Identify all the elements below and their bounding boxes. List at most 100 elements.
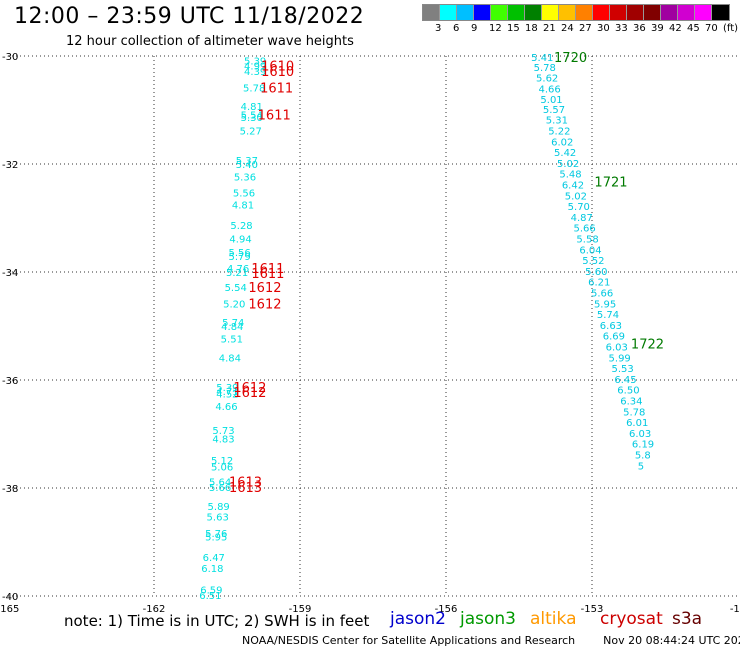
wave-height-value: 4.71 (216, 387, 238, 398)
wave-height-value: 5.53 (611, 364, 633, 375)
time-label: 1612 (248, 281, 281, 296)
wave-height-value: 6.51 (199, 591, 221, 602)
time-label: 1612 (233, 386, 266, 401)
wave-height-value: 5.31 (546, 116, 568, 127)
x-axis-label: -156 (435, 604, 458, 615)
wave-height-value: 5.30 (241, 113, 263, 124)
time-label: 1612 (248, 297, 281, 312)
wave-height-value: 5.78 (243, 83, 265, 94)
x-axis-label: -162 (143, 604, 166, 615)
x-axis-label: -165 (0, 604, 19, 615)
wave-height-value: 5.64 (209, 478, 231, 489)
wave-height-value: 5.40 (236, 160, 258, 171)
legend-swatch (423, 5, 440, 20)
wave-height-value: 5.60 (585, 267, 607, 278)
wave-height-value: 5.12 (211, 456, 233, 467)
legend-swatch (695, 5, 712, 20)
wave-height-value: 6.59 (200, 586, 222, 597)
legend-swatch (525, 5, 542, 20)
legend-swatch (576, 5, 593, 20)
legend-swatch (491, 5, 508, 20)
wave-height-value: 5.95 (205, 533, 227, 544)
credit-timestamp: Nov 20 08:44:24 UTC 2022 (603, 634, 740, 647)
wave-height-value: 5.28 (230, 221, 252, 232)
mission-altika: altika (530, 609, 577, 629)
wave-height-value: 5.66 (591, 289, 613, 300)
x-axis-label: -159 (289, 604, 312, 615)
legend-label: 15 (507, 23, 520, 34)
wave-height-value: 5.41 (531, 53, 553, 64)
wave-height-value: 4.81 (241, 102, 263, 113)
wave-height-value: 5.22 (548, 127, 570, 138)
wave-height-value: 5.54 (241, 110, 263, 121)
legend-swatch (644, 5, 661, 20)
legend-swatch (457, 5, 474, 20)
wave-height-value: 5.36 (234, 172, 256, 183)
legend-label: 39 (651, 23, 664, 34)
wave-height-value: 5.39 (244, 56, 266, 67)
legend-swatch (661, 5, 678, 20)
legend-swatches (422, 4, 730, 21)
map-title: 12:00 – 23:59 UTC 11/18/2022 (14, 4, 365, 29)
wave-height-value: 6.03 (629, 429, 651, 440)
time-label: 1611 (260, 81, 293, 96)
time-label: 1611 (251, 262, 284, 277)
legend-swatch (440, 5, 457, 20)
legend-swatch (627, 5, 644, 20)
legend-label: 27 (579, 23, 592, 34)
time-label: 1613 (229, 481, 262, 496)
wave-height-value: 6.04 (579, 245, 601, 256)
legend-swatch (559, 5, 576, 20)
legend-label: 36 (633, 23, 646, 34)
wave-height-value: 5 (638, 461, 644, 472)
mission-jason3: jason3 (460, 609, 516, 629)
wave-height-value: 6.42 (562, 181, 584, 192)
legend-label: (ft) (723, 23, 739, 34)
wave-height-value: 4.52 (216, 390, 238, 401)
wave-height-value: 5.56 (228, 248, 250, 259)
wave-height-value: 6.19 (632, 440, 654, 451)
wave-height-value: 4.66 (538, 84, 560, 95)
wave-height-value: 6.69 (603, 332, 625, 343)
x-axis-label: -15 (730, 604, 740, 615)
wave-height-value: 5.51 (221, 334, 243, 345)
wave-height-value: 5.78 (534, 63, 556, 74)
legend-swatch (678, 5, 695, 20)
wave-height-value: 5.54 (225, 283, 247, 294)
wave-height-value: 5.52 (582, 256, 604, 267)
time-label: 1720 (554, 51, 587, 66)
wave-height-value: 6.01 (626, 418, 648, 429)
legend-swatch (508, 5, 525, 20)
wave-height-value: 4.84 (219, 353, 241, 364)
wave-height-value: 4.76 (227, 264, 249, 275)
time-label: 1721 (594, 175, 627, 190)
legend-label: 18 (525, 23, 538, 34)
wave-height-value: 5.74 (222, 318, 244, 329)
legend-label: 9 (471, 23, 478, 34)
legend-label: 12 (489, 23, 502, 34)
time-label: 1611 (251, 267, 284, 282)
footer-note: note: 1) Time is in UTC; 2) SWH is in fe… (64, 612, 370, 630)
time-label: 1722 (631, 337, 664, 352)
wave-height-value: 6.63 (600, 321, 622, 332)
legend-label: 21 (543, 23, 556, 34)
legend-label: 3 (435, 23, 442, 34)
wave-height-value: 5.48 (559, 170, 581, 181)
wave-height-value: 5.42 (554, 148, 576, 159)
legend-swatch (610, 5, 627, 20)
wave-height-value: 5.37 (236, 156, 258, 167)
wave-height-value: 5.01 (540, 95, 562, 106)
wave-height-value: 6.03 (606, 343, 628, 354)
wave-height-value: 4.87 (571, 213, 593, 224)
mission-jason2: jason2 (390, 609, 446, 629)
wave-height-value: 5.56 (233, 189, 255, 200)
wave-height-value: 5.70 (568, 202, 590, 213)
y-axis-label: -38 (2, 484, 18, 495)
wave-height-value: 5.66 (209, 483, 231, 494)
wave-height-value: 5.58 (576, 235, 598, 246)
mission-s3a: s3a (672, 609, 703, 629)
wave-height-value: 5.73 (212, 426, 234, 437)
wave-height-value: 5.76 (205, 529, 227, 540)
y-axis-label: -32 (2, 160, 18, 171)
wave-height-value: 5.99 (609, 353, 631, 364)
